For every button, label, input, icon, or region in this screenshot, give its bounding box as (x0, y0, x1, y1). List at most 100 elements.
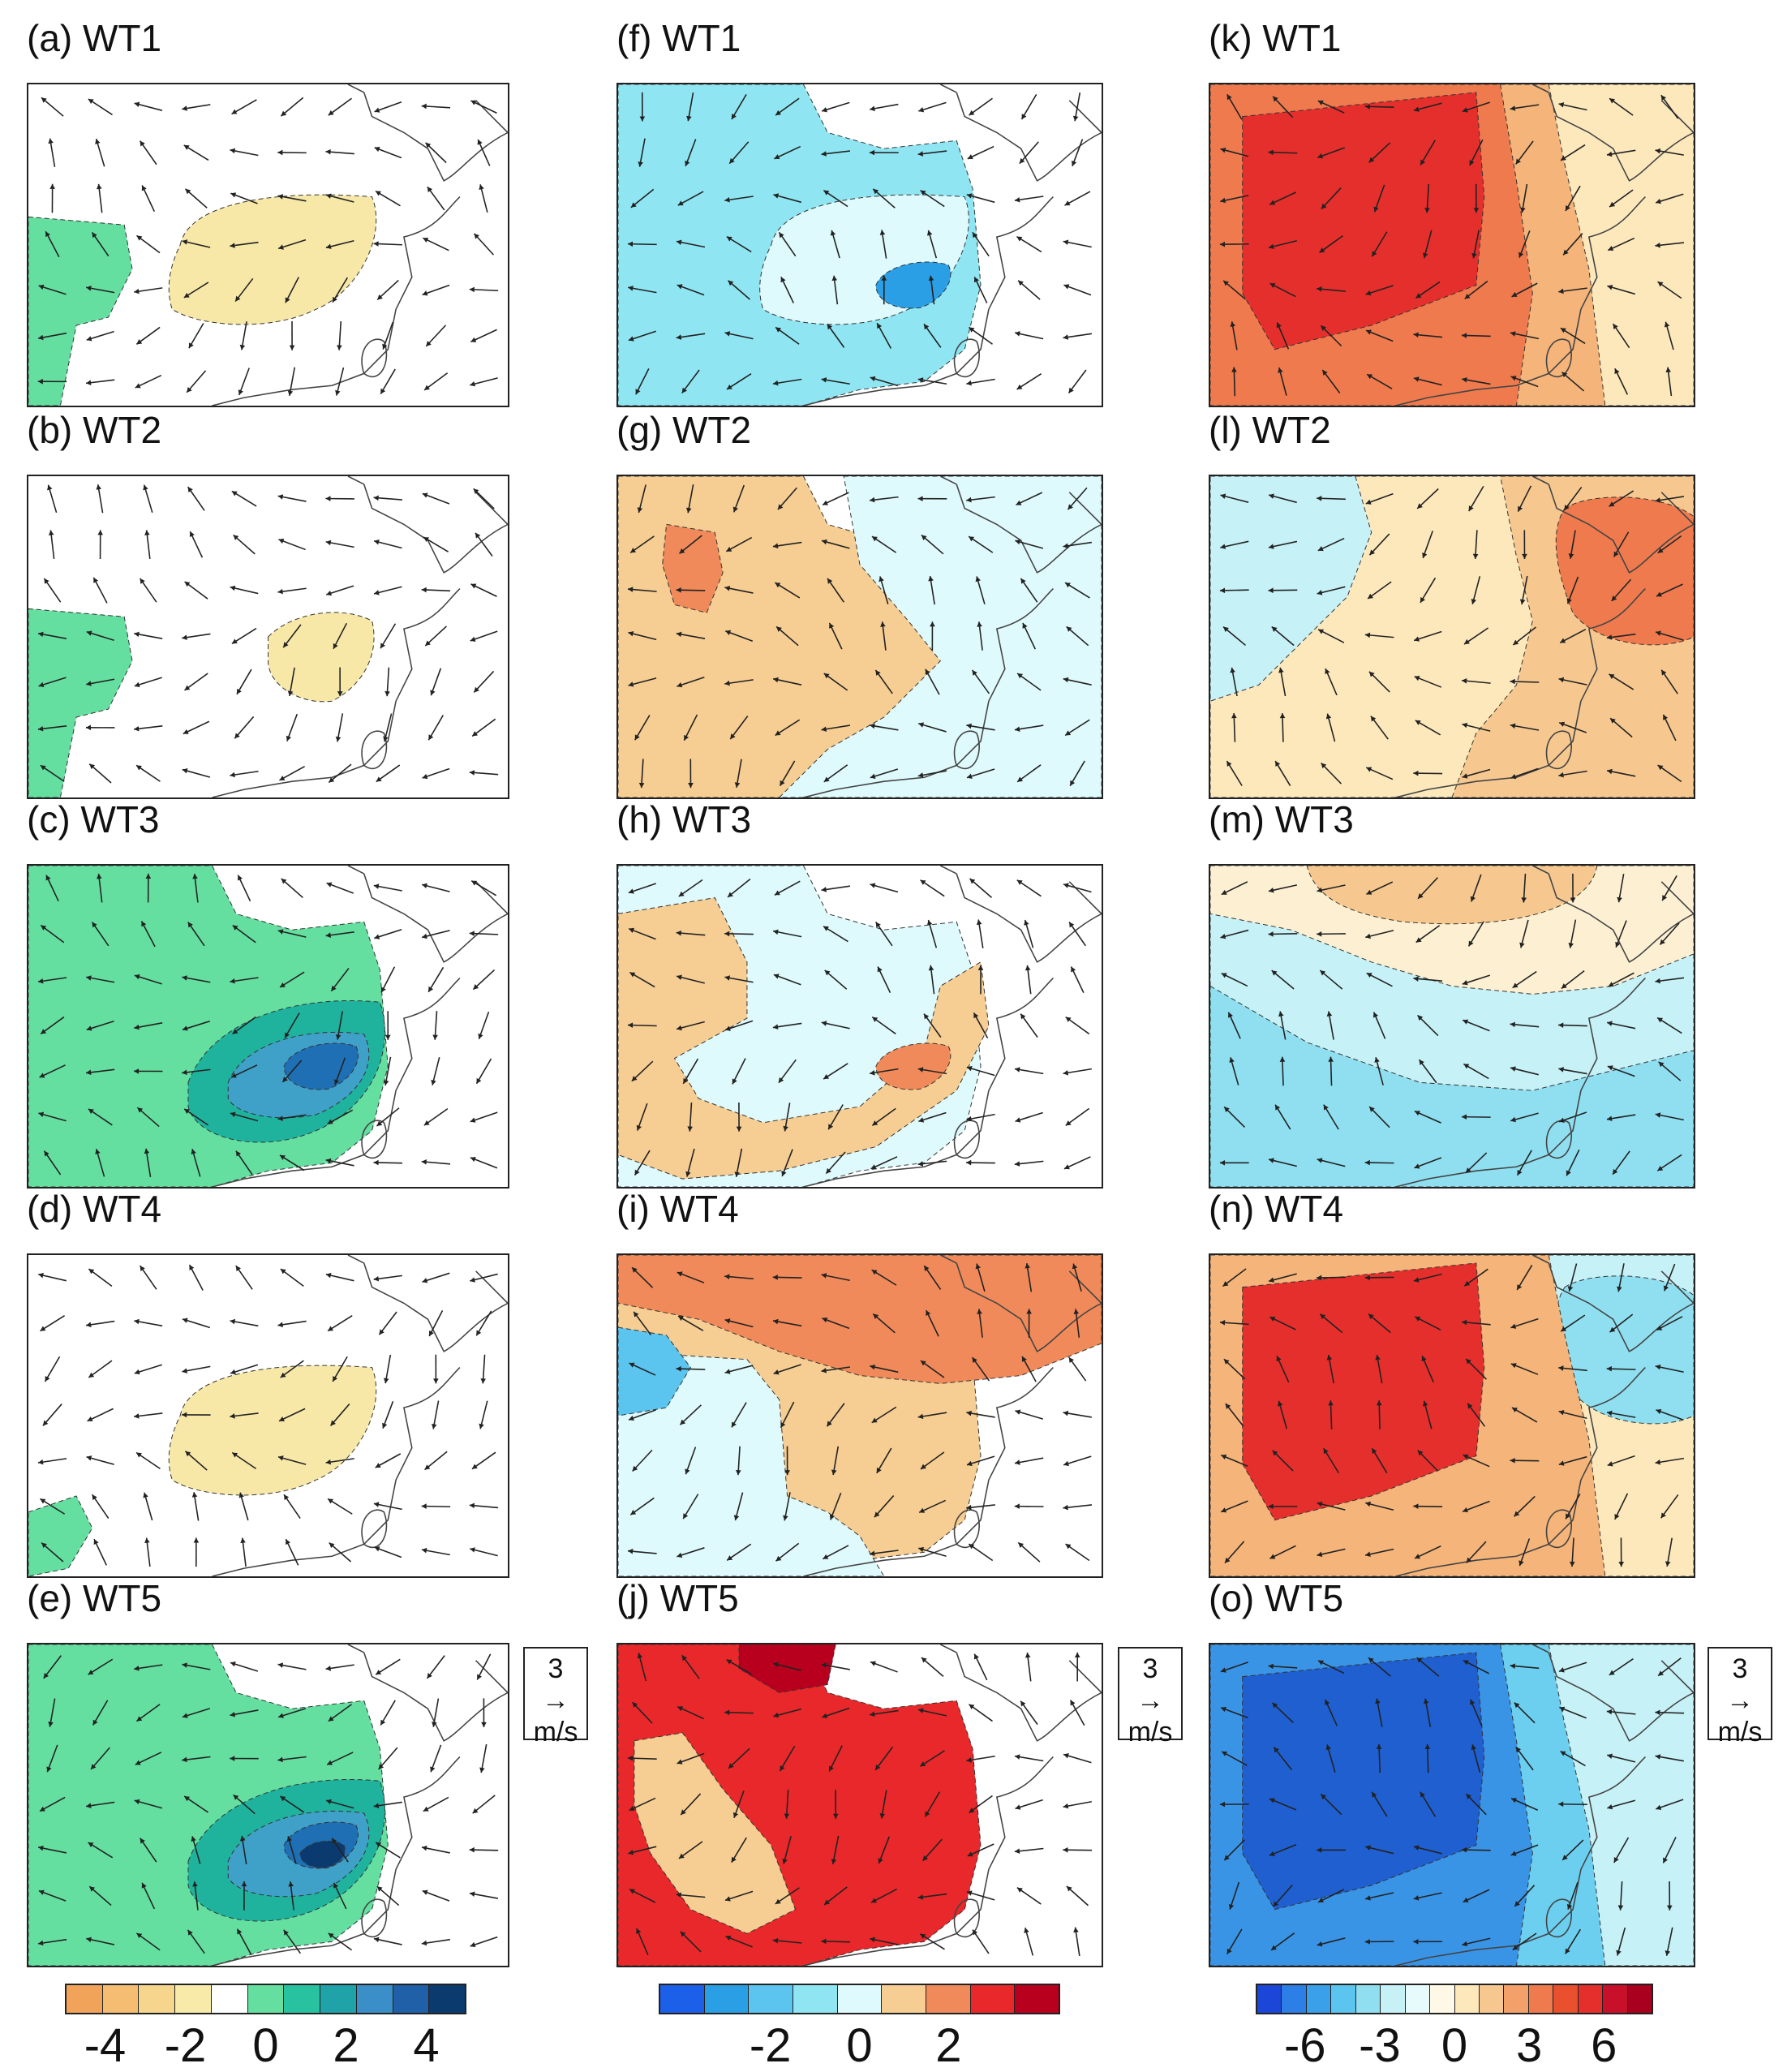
wind-vector-head (427, 187, 432, 192)
wind-vector-head (374, 590, 380, 595)
wind-vector-head (432, 1035, 438, 1040)
anomaly-contour-west (28, 608, 132, 797)
panel-title-g: (g) WT2 (616, 411, 751, 449)
anomaly-contour-center (169, 1365, 376, 1495)
wind-vector-head (470, 287, 475, 293)
colorbar-swatch (393, 1985, 430, 2013)
colorbar-swatch (1579, 1985, 1603, 2013)
wind-vector-head (140, 141, 145, 147)
colorbar-swatch (248, 1985, 285, 2013)
wind-vector-head (422, 934, 427, 939)
map-panel-k (1209, 83, 1695, 407)
wind-vector-head (49, 184, 55, 189)
colorbar-tick-label: -3 (1359, 2023, 1401, 2070)
map-panel-f (616, 83, 1103, 407)
colorbar-swatch (357, 1985, 393, 2013)
wind-vector-head (1015, 1067, 1020, 1073)
colorbar-swatch (1504, 1985, 1528, 2013)
map-svg-n (1210, 1255, 1694, 1576)
wind-vector-head (433, 1378, 439, 1383)
wind-vector-head (1024, 920, 1029, 926)
wind-vector-head (329, 110, 334, 115)
wind-vector-head (422, 1846, 427, 1851)
map-panel-g (616, 475, 1103, 799)
wind-vector-head (374, 1160, 379, 1166)
colorbar-tick-label: 2 (935, 2023, 961, 2070)
wind-vector-head (143, 1493, 148, 1498)
wind-vector-head (326, 1273, 332, 1278)
map-panel-d (27, 1253, 509, 1578)
map-svg-h (618, 866, 1102, 1187)
wind-vector-head (96, 484, 101, 490)
wind-vector-head (87, 1455, 92, 1460)
anomaly-contour-west (28, 217, 132, 406)
reference-vector-value: 3 (1119, 1653, 1181, 1685)
colorbar-swatch (1381, 1985, 1405, 2013)
panel-title-j: (j) WT5 (616, 1580, 739, 1617)
map-panel-o (1209, 1643, 1695, 1967)
reference-vector-unit: m/s (1709, 1717, 1771, 1748)
wind-vector-head (1015, 1161, 1020, 1167)
wind-vector-head (86, 724, 91, 730)
wind-vector-head (335, 390, 340, 396)
wind-vector-head (230, 1319, 236, 1325)
colorbar (65, 1984, 466, 2014)
wind-vector-head (424, 1120, 430, 1125)
wind-vector-head (1073, 116, 1079, 122)
wind-vector-head (431, 1080, 436, 1085)
colorbar-swatch (320, 1985, 357, 2013)
wind-vector-head (230, 586, 236, 591)
colorbar-tick-label: 6 (1591, 2023, 1617, 2070)
colorbar (1256, 1984, 1653, 2014)
wind-vector-head (1075, 1653, 1080, 1657)
colorbar-tick-label: -4 (84, 2023, 127, 2070)
colorbar-swatch (793, 1985, 838, 2013)
map-panel-i (616, 1253, 1103, 1578)
wind-vector-head (1066, 1544, 1072, 1549)
wind-vector-head (470, 381, 475, 386)
wind-vector-head (374, 496, 379, 501)
wind-vector-head (472, 731, 478, 736)
colorbar (659, 1984, 1060, 2014)
wind-vector-head (336, 737, 342, 742)
wind-vector-head (1024, 1928, 1029, 1933)
reference-vector-unit: m/s (525, 1717, 586, 1748)
panel-title-o: (o) WT5 (1209, 1580, 1343, 1617)
wind-vector-head (325, 149, 330, 155)
map-svg-c (28, 866, 508, 1187)
map-panel-c (27, 864, 509, 1189)
wind-vector-head (278, 1662, 284, 1668)
wind-vector-head (424, 385, 430, 390)
wind-vector-head (140, 578, 145, 584)
wind-vector-head (422, 104, 427, 110)
wind-vector-head (374, 241, 379, 247)
wind-vector-head (479, 1424, 483, 1429)
colorbar-tick-label: 3 (1516, 2023, 1542, 2070)
wind-vector-head (1020, 1701, 1025, 1707)
map-svg-b (28, 476, 508, 797)
wind-vector-head (1015, 1459, 1020, 1465)
wind-vector-head (374, 539, 380, 544)
wind-vector-head (966, 1160, 971, 1166)
map-svg-e (28, 1644, 508, 1966)
panel-title-e: (e) WT5 (27, 1580, 161, 1617)
colorbar-swatch (212, 1985, 248, 2013)
colorbar-swatch (971, 1985, 1016, 2013)
colorbar-swatch (284, 1985, 320, 2013)
panel-title-f: (f) WT1 (616, 19, 741, 57)
wind-vector-head (969, 1704, 974, 1709)
wind-vector-head (136, 339, 142, 344)
wind-vector-head (470, 931, 475, 936)
wind-vector-head (374, 883, 380, 889)
map-panel-m (1209, 864, 1695, 1189)
wind-vector-head (325, 496, 330, 501)
map-svg-j (618, 1644, 1102, 1966)
map-svg-m (1210, 866, 1694, 1187)
colorbar-swatch (1529, 1985, 1553, 2013)
wind-vector-head (182, 1368, 187, 1373)
wind-vector-head (137, 235, 143, 240)
wind-vector-head (1063, 1847, 1067, 1853)
colorbar-tick-label: 0 (252, 2023, 278, 2070)
wind-vector-head (1063, 883, 1069, 888)
wind-vector-head (422, 1503, 427, 1509)
